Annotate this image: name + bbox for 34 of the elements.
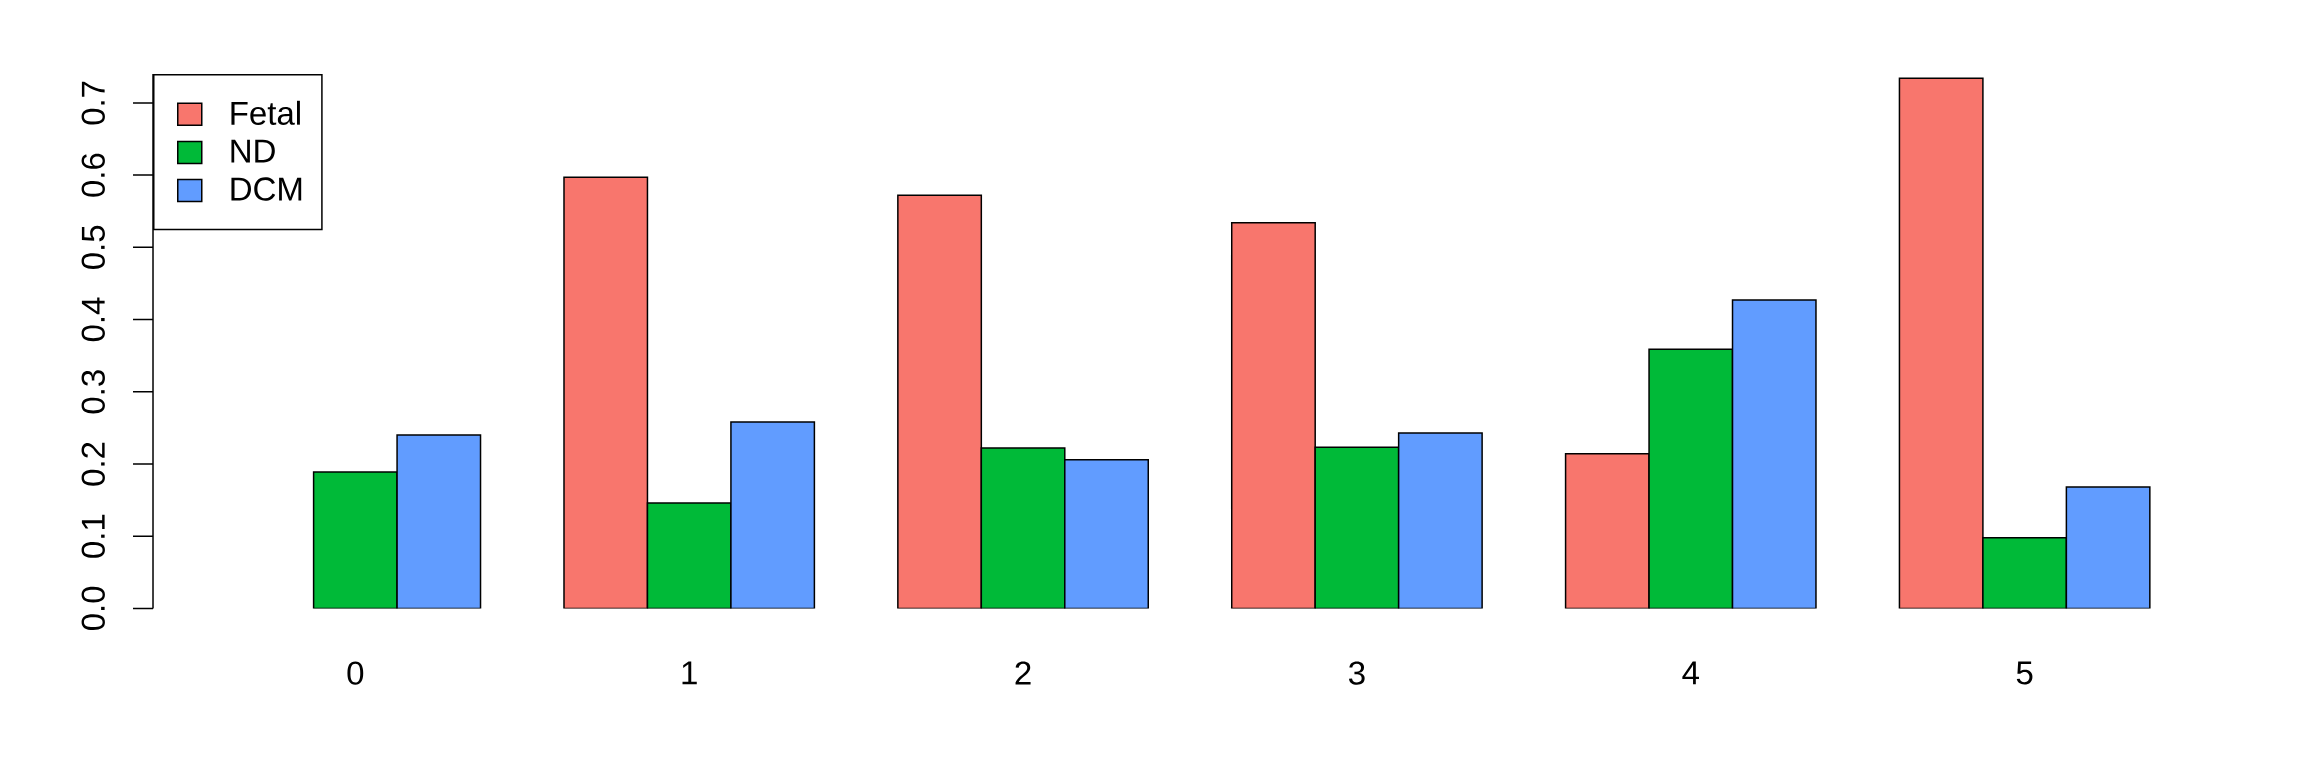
bar: [647, 502, 731, 609]
y-tick-label: 0.5: [81, 225, 105, 269]
bar: [1230, 222, 1316, 609]
x-tick-label: 5: [2016, 661, 2033, 685]
legend-label: DCM: [231, 177, 302, 201]
bar: [1982, 536, 2068, 609]
y-tick-label: 0.0: [81, 586, 105, 631]
bar: [730, 422, 815, 609]
x-tick-label: 4: [1682, 661, 1699, 685]
bar: [563, 177, 648, 609]
bar: [1564, 453, 1650, 609]
legend-label: ND: [231, 139, 275, 163]
bar: [1648, 348, 1734, 609]
y-tick-label: 0.4: [81, 297, 105, 342]
x-tick-label: 3: [1349, 661, 1365, 685]
bar: [2065, 486, 2151, 609]
bar: [1898, 77, 1984, 609]
y-tick-label: 0.7: [81, 81, 105, 125]
y-tick-label: 0.1: [81, 514, 105, 558]
bar: [1731, 299, 1817, 609]
y-tick-label: 0.2: [81, 442, 105, 486]
bar: [1397, 432, 1483, 609]
y-tick-label: 0.6: [81, 153, 105, 197]
x-tick-label: 0: [347, 661, 364, 685]
bar: [980, 447, 1066, 609]
bar: [1314, 446, 1400, 609]
legend-label: Fetal: [231, 100, 300, 125]
bar: [1064, 458, 1149, 609]
bar: [897, 194, 983, 609]
x-tick-label: 2: [1015, 661, 1031, 685]
bar: [396, 434, 482, 609]
bar: [312, 471, 398, 609]
y-tick-label: 0.3: [81, 370, 105, 414]
x-tick-label: 1: [682, 661, 697, 685]
